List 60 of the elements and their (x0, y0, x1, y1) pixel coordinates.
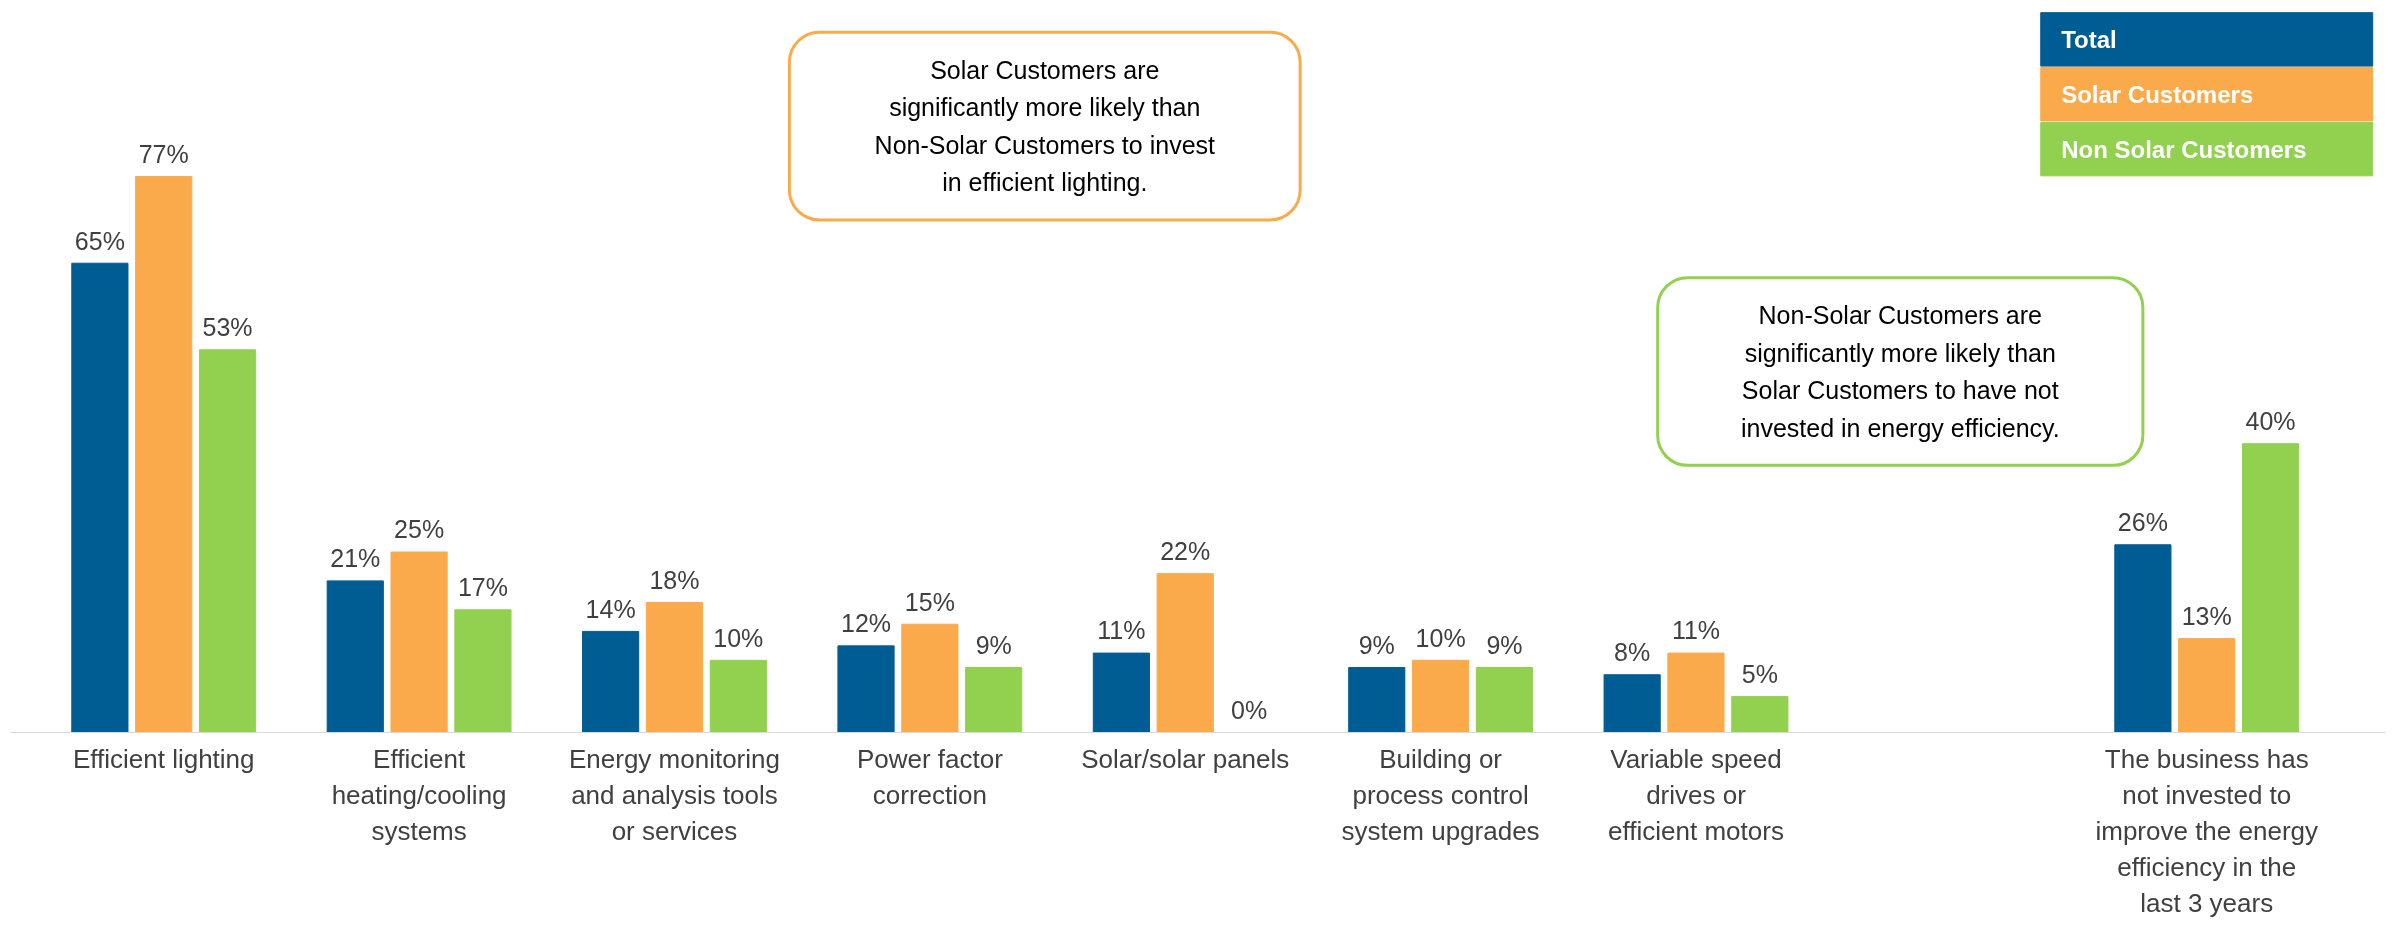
bar (1156, 573, 1214, 733)
data-label: 8% (1614, 638, 1651, 667)
data-label: 13% (2181, 601, 2232, 630)
bar (645, 602, 704, 733)
data-label: 12% (840, 609, 892, 638)
data-label: 11% (1671, 616, 1721, 645)
bar (2241, 443, 2300, 733)
bar (2178, 638, 2236, 733)
bar (709, 659, 767, 733)
data-label: 53% (202, 313, 253, 342)
bar (901, 623, 959, 733)
bar (454, 609, 512, 733)
bar (1667, 652, 1725, 733)
bar (1092, 652, 1150, 733)
bar (582, 630, 640, 733)
bar (1348, 667, 1406, 733)
data-label: 26% (2117, 508, 2168, 537)
data-label: 9% (975, 630, 1012, 659)
x-tick-label: Efficient heating/cooling systems (331, 743, 507, 846)
bar (1603, 674, 1661, 733)
bar (71, 262, 129, 733)
data-label: 21% (330, 544, 381, 573)
annotation: Non-Solar Customers are significantly more likely than Solar Customers to have not invested in energy efficiency. (1740, 301, 2060, 442)
bar (1412, 659, 1470, 733)
bar (837, 645, 895, 733)
data-label: 22% (1160, 537, 1211, 565)
bar (1731, 695, 1789, 733)
x-tick-label: Solar/solar panels (1081, 743, 1290, 774)
data-label: 9% (1486, 630, 1523, 659)
bar (965, 667, 1023, 733)
data-label: 18% (649, 565, 700, 594)
bar (2114, 544, 2172, 733)
data-label: 9% (1358, 630, 1395, 659)
x-tick-label: Energy monitoring and analysis tools or services (568, 743, 780, 846)
x-tick-label: Variable speed drives or efficient motors (1608, 743, 1784, 846)
x-tick-label: Building or process control system upgrades (1341, 743, 1540, 846)
text: Non Solar Customers (2061, 135, 2307, 163)
bar (390, 551, 448, 733)
annotation: Solar Customers are significantly more likely than Non-Solar Customers to invest in efficient lighting. (874, 55, 1216, 197)
data-label: 11% (1097, 616, 1146, 645)
data-label: 17% (457, 573, 508, 602)
data-label: 5% (1741, 659, 1778, 688)
data-label: 77% (138, 139, 189, 168)
data-label: 10% (713, 623, 764, 652)
bar (135, 176, 193, 733)
bar (198, 349, 257, 733)
data-label: 40% (2245, 407, 2296, 436)
x-tick-label: Efficient lighting (72, 743, 255, 774)
data-label: 65% (74, 226, 125, 255)
x-tick-label: The business has not invested to improve the energy efficiency in the last 3 years (2095, 743, 2319, 918)
data-label: 14% (585, 594, 636, 623)
bar (326, 580, 384, 733)
data-label: 10% (1415, 623, 1466, 652)
text: Total (2061, 25, 2117, 53)
data-label: 25% (394, 515, 445, 544)
data-label: 0% (1231, 695, 1268, 724)
x-tick-label: Power factor correction (856, 743, 1004, 810)
data-label: 15% (904, 587, 955, 616)
bar (1475, 667, 1534, 733)
text: Solar Customers (2061, 80, 2254, 108)
